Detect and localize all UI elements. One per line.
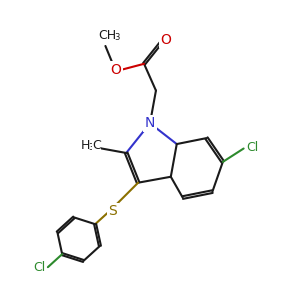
Text: O: O [110, 63, 121, 77]
Text: O: O [160, 33, 171, 47]
Text: CH: CH [98, 29, 116, 42]
Text: S: S [109, 204, 117, 218]
Text: 3: 3 [88, 143, 94, 152]
Text: Cl: Cl [246, 140, 259, 154]
Text: 3: 3 [114, 33, 119, 42]
Text: C: C [92, 139, 101, 152]
Text: N: N [145, 116, 155, 130]
Text: Cl: Cl [33, 261, 45, 274]
Text: H: H [80, 139, 90, 152]
